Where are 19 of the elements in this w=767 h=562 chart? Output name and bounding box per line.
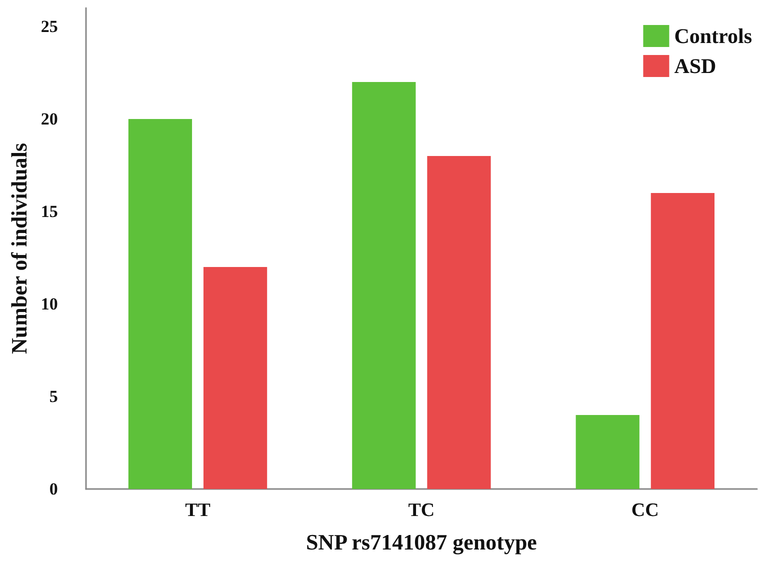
legend-label: ASD [674, 54, 716, 78]
x-axis-title: SNP rs7141087 genotype [306, 530, 538, 554]
x-tick-label: CC [631, 500, 659, 521]
legend-label: Controls [674, 24, 752, 48]
y-tick-label: 20 [40, 110, 58, 128]
bar [427, 156, 491, 489]
y-tick-label: 5 [49, 387, 58, 406]
bar [576, 415, 640, 489]
y-tick-label: 0 [49, 480, 58, 498]
bar [352, 82, 416, 489]
x-tick-label: TC [408, 500, 435, 521]
y-tick-label: 25 [40, 17, 58, 36]
x-tick-label: TT [185, 500, 211, 521]
bar [650, 193, 714, 489]
bar [128, 119, 192, 489]
y-tick-label: 15 [40, 202, 58, 221]
bar [203, 267, 268, 489]
y-tick-label: 10 [40, 294, 58, 314]
y-axis-title: Number of individuals [6, 142, 32, 354]
